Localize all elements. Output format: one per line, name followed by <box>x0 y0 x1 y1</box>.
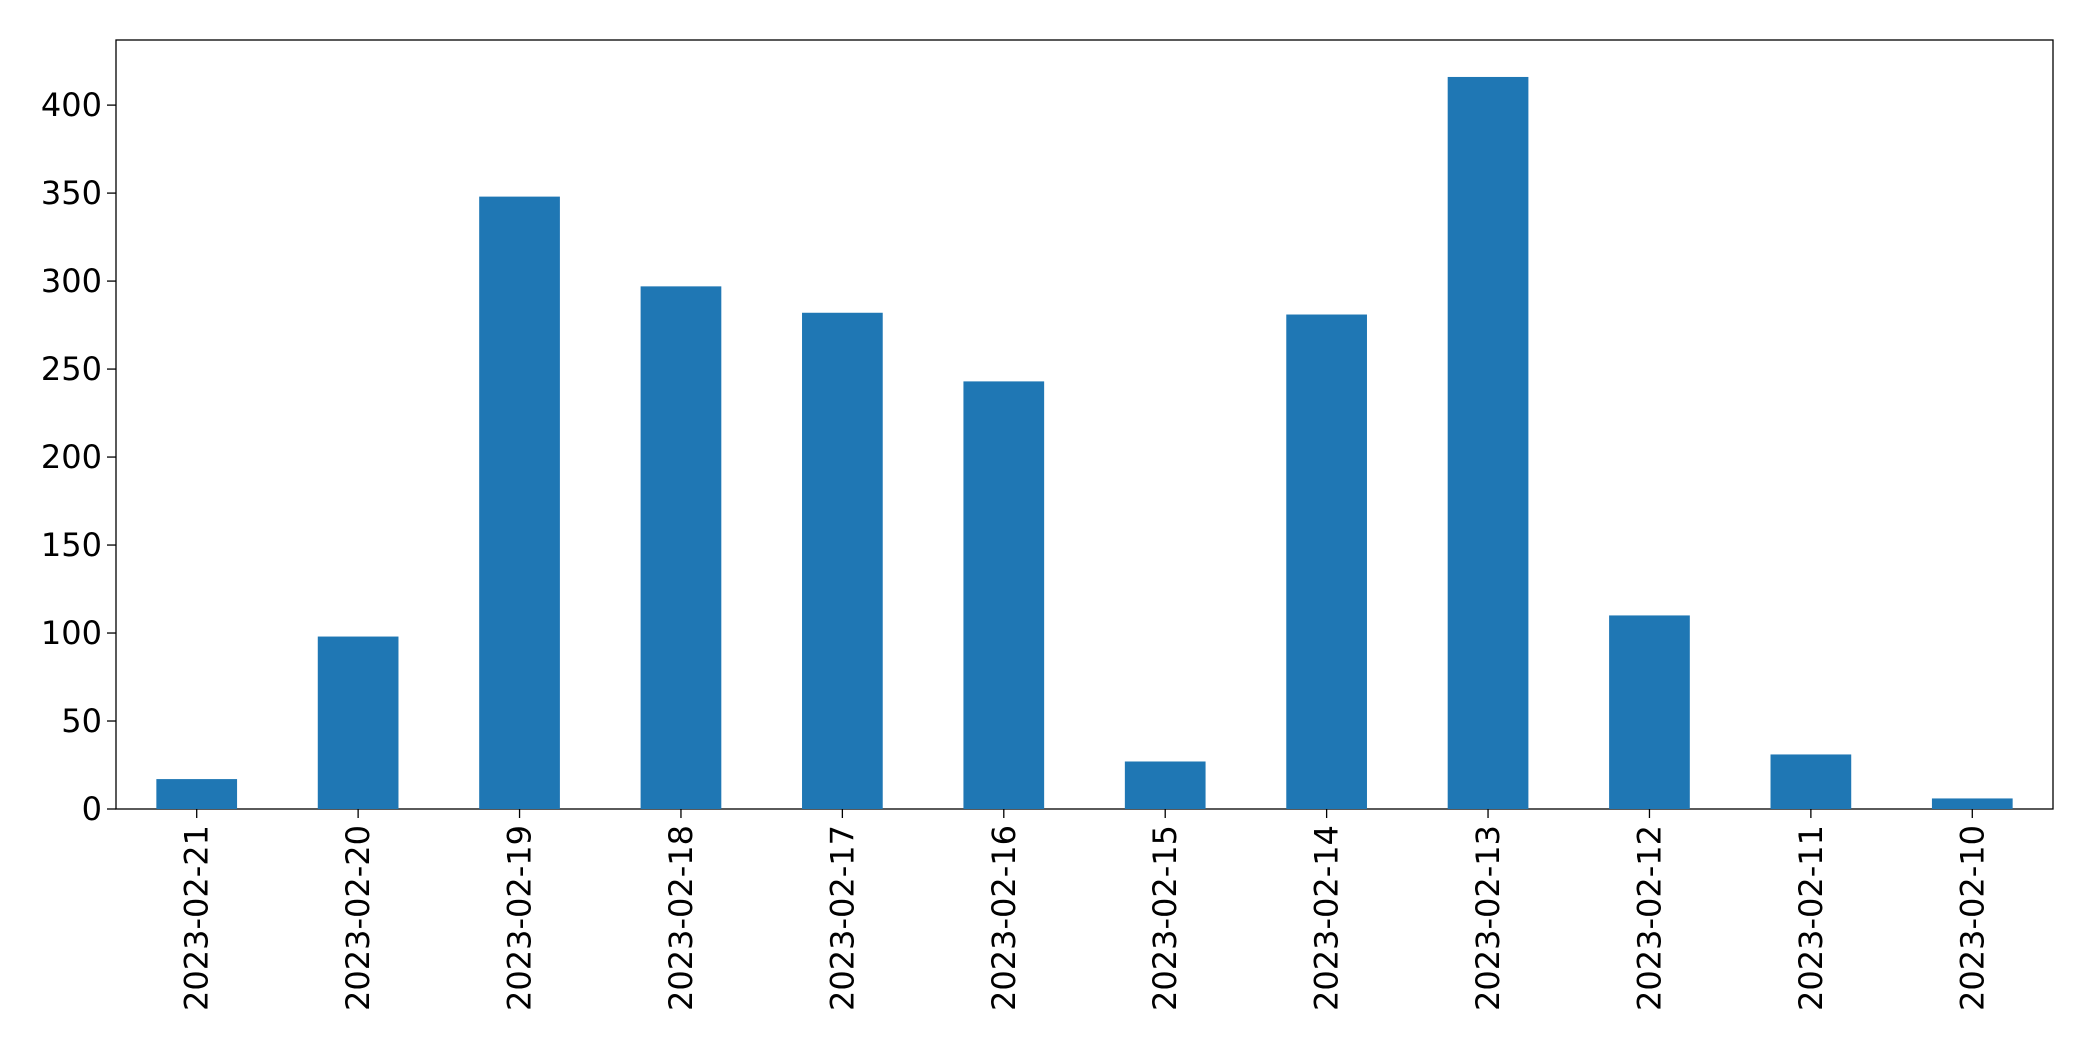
x-tick-label: 2023-02-15 <box>1146 825 1184 1011</box>
bar <box>317 636 399 809</box>
bar <box>1286 314 1367 809</box>
y-tick-label: 200 <box>41 438 102 476</box>
x-tick-label: 2023-02-13 <box>1469 825 1507 1011</box>
y-tick-label: 300 <box>41 262 102 300</box>
y-tick-label: 250 <box>41 350 102 388</box>
y-tick-label: 50 <box>61 702 102 740</box>
x-tick-label: 2023-02-10 <box>1953 825 1991 1011</box>
x-tick-label: 2023-02-11 <box>1792 825 1830 1011</box>
bar <box>1931 798 2013 809</box>
x-tick-label: 2023-02-17 <box>823 825 861 1011</box>
x-tick-label: 2023-02-12 <box>1630 825 1668 1011</box>
y-tick-label: 150 <box>41 526 102 564</box>
x-tick-label: 2023-02-16 <box>985 825 1023 1011</box>
bar <box>1609 615 1690 809</box>
y-tick-label: 350 <box>41 174 102 212</box>
y-tick-label: 100 <box>41 614 102 652</box>
x-tick-label: 2023-02-21 <box>178 825 216 1011</box>
bar <box>1770 754 1852 809</box>
plot-frame <box>115 39 2054 810</box>
bar <box>479 196 560 810</box>
bar <box>156 779 238 809</box>
y-tick-label: 0 <box>82 790 102 828</box>
bar <box>1124 761 1206 809</box>
x-tick-label: 2023-02-20 <box>339 825 377 1011</box>
y-tick-label: 400 <box>41 86 102 124</box>
x-tick-label: 2023-02-14 <box>1308 825 1346 1011</box>
x-tick-label: 2023-02-19 <box>501 825 539 1011</box>
bar <box>802 312 883 809</box>
bar <box>640 286 722 809</box>
bar <box>1447 76 1529 810</box>
x-tick-label: 2023-02-18 <box>662 825 700 1011</box>
bar <box>963 381 1045 809</box>
